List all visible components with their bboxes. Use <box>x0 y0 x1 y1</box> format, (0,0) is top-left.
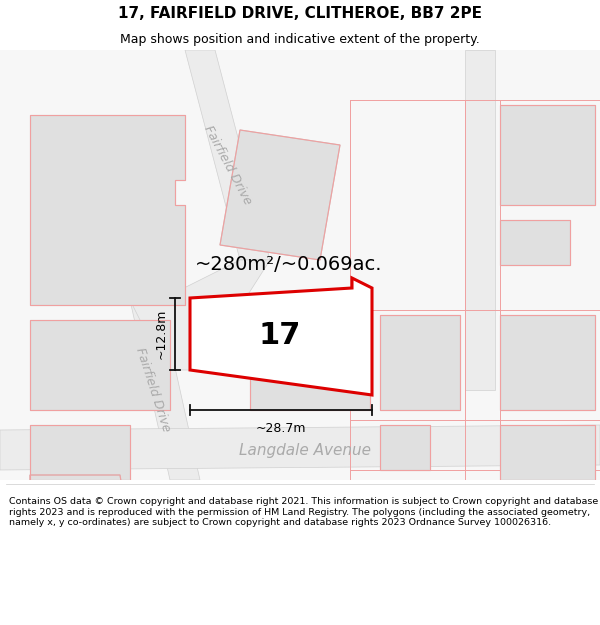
Text: Langdale Avenue: Langdale Avenue <box>239 442 371 458</box>
Polygon shape <box>250 330 370 410</box>
Text: Map shows position and indicative extent of the property.: Map shows position and indicative extent… <box>120 32 480 46</box>
Polygon shape <box>185 50 270 260</box>
Polygon shape <box>130 260 270 370</box>
Text: ~28.7m: ~28.7m <box>256 421 306 434</box>
Text: ~280m²/~0.069ac.: ~280m²/~0.069ac. <box>195 256 383 274</box>
Polygon shape <box>380 425 430 470</box>
Text: ~12.8m: ~12.8m <box>155 309 167 359</box>
Text: 17: 17 <box>259 321 301 349</box>
Polygon shape <box>500 220 570 265</box>
Polygon shape <box>30 425 130 480</box>
Polygon shape <box>500 315 595 410</box>
Text: 17, FAIRFIELD DRIVE, CLITHEROE, BB7 2PE: 17, FAIRFIELD DRIVE, CLITHEROE, BB7 2PE <box>118 6 482 21</box>
Polygon shape <box>0 425 600 470</box>
Text: Contains OS data © Crown copyright and database right 2021. This information is : Contains OS data © Crown copyright and d… <box>9 498 598 528</box>
Polygon shape <box>30 320 170 410</box>
Polygon shape <box>380 315 460 410</box>
Text: Fairfield Drive: Fairfield Drive <box>202 123 254 207</box>
Polygon shape <box>500 105 595 205</box>
Text: Fairfield Drive: Fairfield Drive <box>133 346 173 434</box>
Polygon shape <box>190 278 372 395</box>
Polygon shape <box>130 300 200 480</box>
Polygon shape <box>30 115 185 305</box>
Polygon shape <box>30 475 130 540</box>
Polygon shape <box>500 425 595 480</box>
Polygon shape <box>465 50 495 390</box>
Polygon shape <box>220 130 340 260</box>
